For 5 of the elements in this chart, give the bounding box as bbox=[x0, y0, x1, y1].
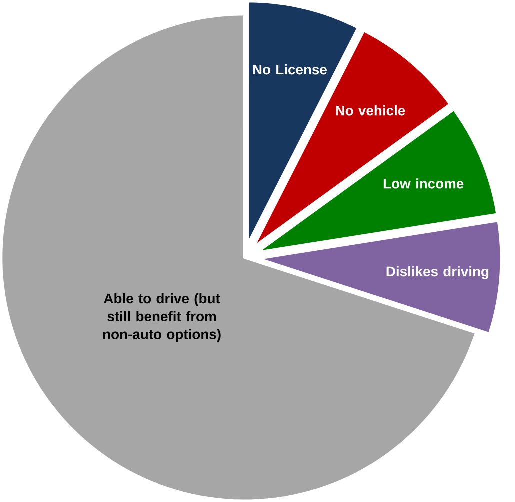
slice-label: Low income bbox=[384, 178, 464, 189]
slice-label: Dislikes driving bbox=[386, 266, 489, 280]
slice-label: No vehicle bbox=[336, 105, 406, 116]
slice-label: Able to drive (but still benefit from non-auto options) bbox=[103, 293, 221, 342]
slice-label: No License bbox=[253, 64, 327, 75]
